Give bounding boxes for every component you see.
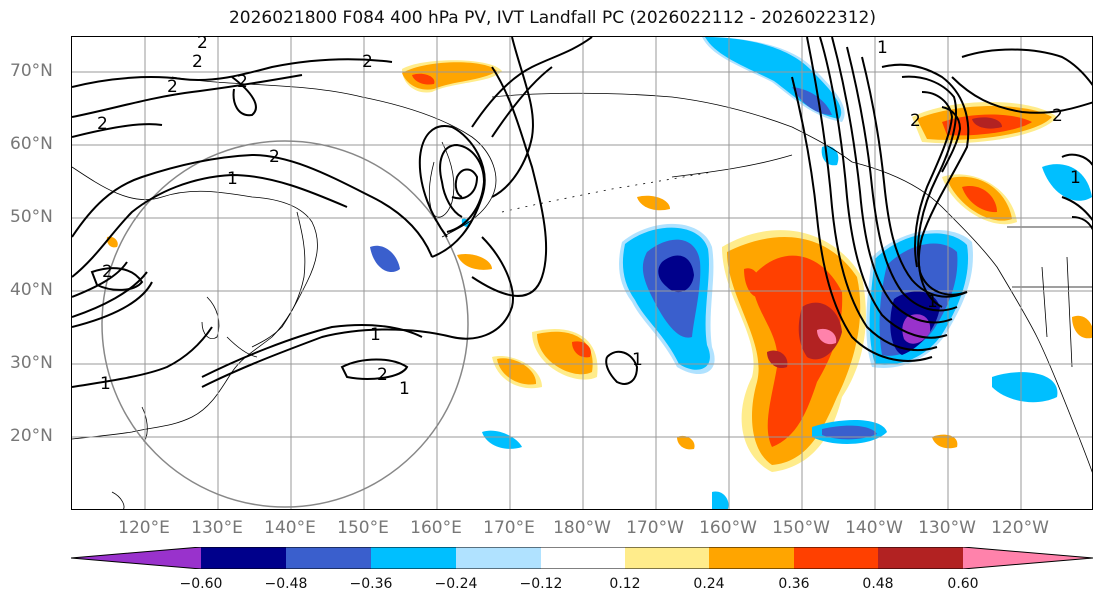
contour-label: 2 <box>197 37 208 53</box>
colorbar-segment <box>625 547 709 569</box>
lat-label-30n: 30°N <box>10 353 53 373</box>
contour-label: 2 <box>377 365 388 385</box>
colorbar-segment <box>963 547 1093 569</box>
colorbar-tick: 0.48 <box>862 576 894 592</box>
map-title: 2026021800 F084 400 hPa PV, IVT Landfall… <box>228 8 876 28</box>
landfall-region-circle <box>101 140 469 508</box>
colorbar-tick: −0.12 <box>519 576 563 592</box>
lat-label-20n: 20°N <box>10 426 53 446</box>
colorbar-segment <box>201 547 286 569</box>
contour-label: 1 <box>227 169 238 189</box>
lon-label: 180°W <box>553 518 611 538</box>
coastlines <box>72 76 1092 509</box>
contour-label: 2 <box>102 262 113 282</box>
contour-label: 1 <box>370 325 381 345</box>
colorbar-tick: 0.12 <box>609 576 641 592</box>
contour-label: 2 <box>362 52 373 72</box>
contour-label: 1 <box>1070 168 1081 188</box>
lon-label: 160°E <box>410 518 462 538</box>
contour-label: 1 <box>399 379 410 399</box>
colorbar-segment <box>709 547 794 569</box>
lon-label: 170°W <box>626 518 684 538</box>
lon-label: 150°W <box>772 518 830 538</box>
colorbar-tick: −0.48 <box>264 576 308 592</box>
colorbar <box>71 547 1093 569</box>
contour-labels: 2 2 2 2 2 2 1 2 2 1 2 1 1 1 1 2 2 1 1 <box>97 37 1081 399</box>
contour-label: 2 <box>1052 106 1063 126</box>
lon-label: 150°E <box>337 518 389 538</box>
lon-label: 140°E <box>264 518 316 538</box>
colorbar-segment <box>794 547 878 569</box>
contour-label: 1 <box>632 350 643 370</box>
contour-label: 2 <box>910 111 921 131</box>
colorbar-segment <box>286 547 371 569</box>
colorbar-tick: −0.24 <box>434 576 478 592</box>
lon-label: 130°W <box>918 518 976 538</box>
contour-label: 1 <box>927 292 938 312</box>
lon-label: 130°E <box>191 518 243 538</box>
lon-label: 120°E <box>118 518 170 538</box>
colorbar-segment <box>541 547 625 569</box>
graticule <box>72 37 1092 509</box>
contour-label: 1 <box>100 374 111 394</box>
lon-label: 120°W <box>991 518 1049 538</box>
lon-label: 140°W <box>845 518 903 538</box>
lat-label-40n: 40°N <box>10 280 53 300</box>
lat-label-60n: 60°N <box>10 134 53 154</box>
lat-label-50n: 50°N <box>10 207 53 227</box>
colorbar-segment <box>371 547 456 569</box>
contour-label: 2 <box>237 72 248 92</box>
colorbar-tick: 0.60 <box>947 576 979 592</box>
contour-label: 1 <box>877 38 888 58</box>
colorbar-tick: 0.36 <box>778 576 810 592</box>
colorbar-segment <box>71 547 201 569</box>
colorbar-tick: −0.36 <box>349 576 393 592</box>
pv-contours <box>72 37 1092 388</box>
colorbar-segment <box>456 547 541 569</box>
map-svg: 2 2 2 2 2 2 1 2 2 1 2 1 1 1 1 2 2 1 1 <box>72 37 1092 509</box>
colorbar-tick: −0.60 <box>179 576 223 592</box>
colorbar-segment <box>878 547 963 569</box>
lon-label: 160°W <box>699 518 757 538</box>
map-panel: 2 2 2 2 2 2 1 2 2 1 2 1 1 1 1 2 2 1 1 <box>71 36 1093 510</box>
lat-label-70n: 70°N <box>10 61 53 81</box>
contour-label: 2 <box>97 114 108 134</box>
pv-fill-layer <box>106 37 1092 509</box>
contour-label: 2 <box>167 77 178 97</box>
contour-label: 2 <box>269 147 280 167</box>
colorbar-tick: 0.24 <box>693 576 725 592</box>
lon-label: 170°E <box>483 518 535 538</box>
contour-label: 2 <box>192 52 203 72</box>
